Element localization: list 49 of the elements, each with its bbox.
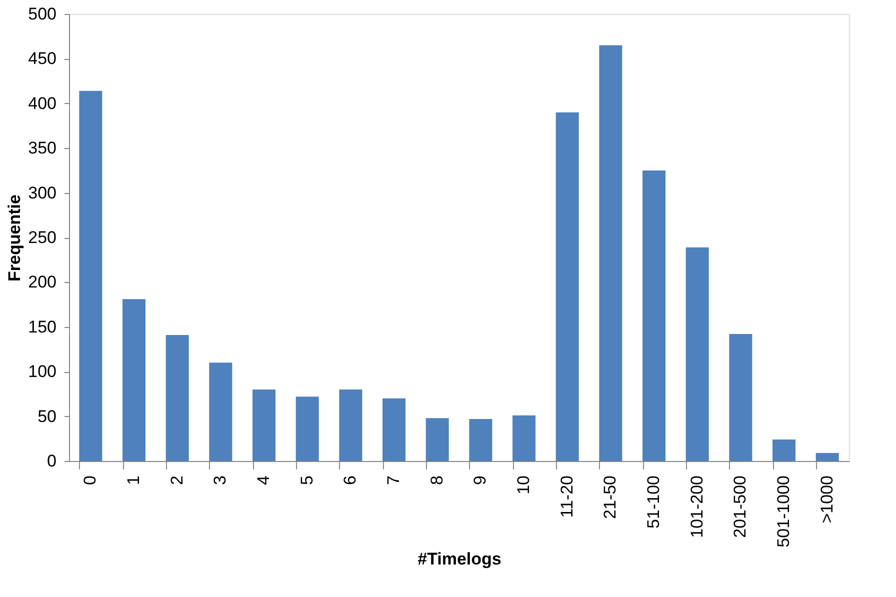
bar [729,334,752,461]
bar [469,418,492,461]
bar [426,418,449,461]
bar [642,170,666,461]
x-tick-label: 7 [384,476,403,485]
x-tick-label: 5 [297,476,316,485]
x-tick-label: 6 [340,476,360,485]
bar [686,247,709,461]
bar [382,398,406,461]
x-axis-title: #Timelogs [418,549,502,568]
x-tick-label: 10 [514,476,533,494]
bar [599,45,622,461]
x-tick-label: 21-50 [600,476,620,519]
bar [512,415,536,461]
y-tick-label: 50 [38,406,56,426]
y-tick-label: 200 [28,272,56,292]
x-tick-label: 0 [80,476,100,485]
y-tick-label: 100 [28,362,56,382]
x-tick-label: 11-20 [557,476,576,518]
bar [166,334,189,461]
bar [209,362,232,461]
x-tick-label: 201-500 [730,476,750,538]
y-tick-label: 0 [47,452,56,470]
y-tick-label: 400 [28,94,56,113]
x-tick-label: 2 [167,476,186,485]
bar [122,299,146,461]
y-tick-label: 350 [28,138,56,158]
x-tick-label: 8 [427,476,446,485]
bar [339,389,362,461]
y-axis-title: Frequentie [5,194,24,282]
y-tick-label: 250 [28,228,56,247]
x-tick-label: 3 [210,476,230,485]
bar [296,396,319,461]
x-tick-label: 101-200 [687,476,706,538]
bar [772,440,796,461]
x-tick-label: 1 [124,476,143,485]
x-tick-label: 51-100 [644,476,663,528]
y-tick-label: 300 [28,183,56,202]
x-tick-label: 501-1000 [774,476,793,548]
x-tick-label: >1000 [817,476,836,524]
y-tick-label: 500 [28,4,56,24]
y-tick-label: 150 [28,317,56,336]
x-tick-label: 4 [254,476,273,485]
bar [556,112,579,461]
bar [252,389,276,461]
y-tick-label: 450 [28,49,56,68]
bar [79,90,102,461]
bar [816,452,839,461]
x-tick-label: 9 [470,476,490,485]
